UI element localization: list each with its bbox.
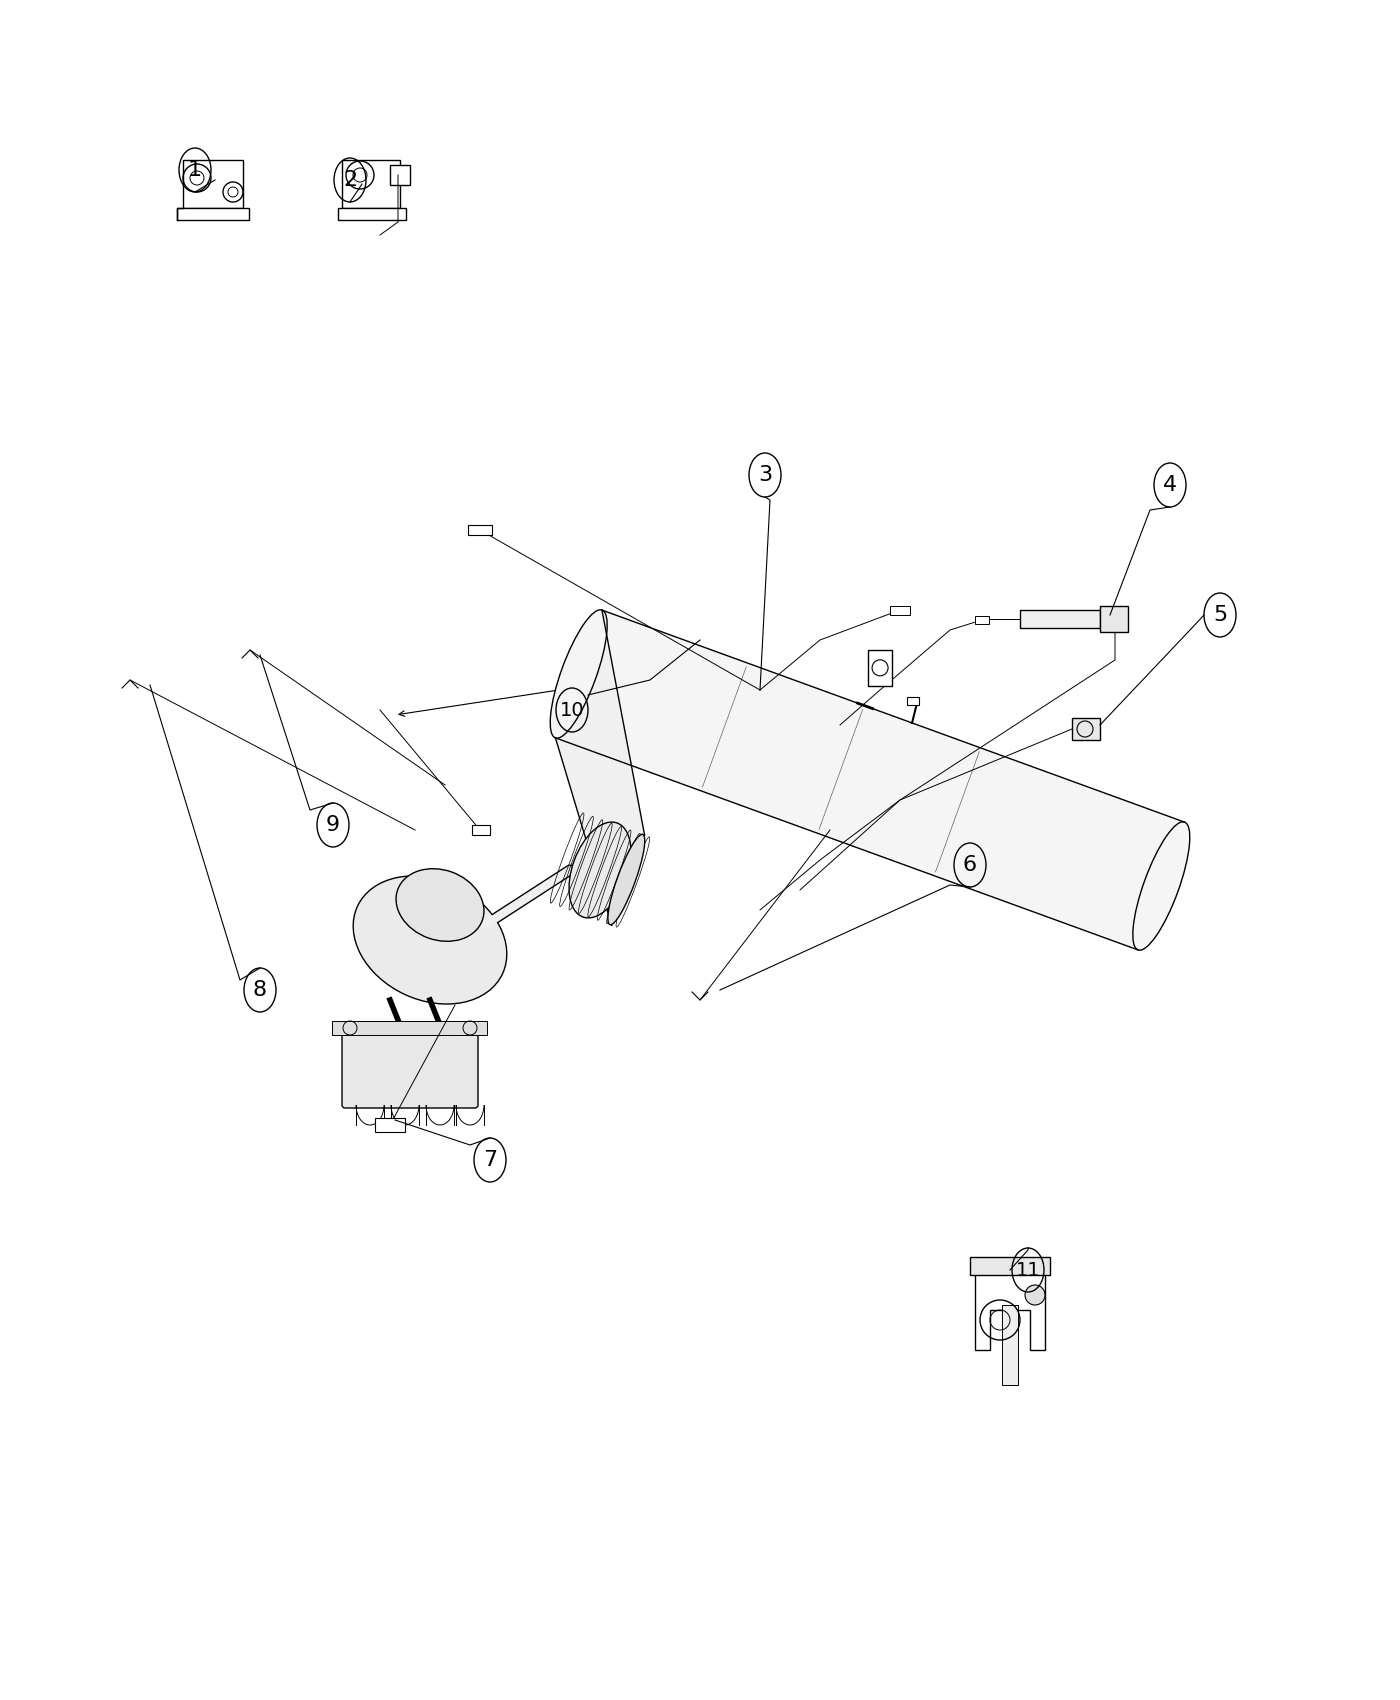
Bar <box>970 1256 1050 1275</box>
Bar <box>342 160 400 207</box>
Bar <box>890 605 910 615</box>
Polygon shape <box>556 610 1184 950</box>
Bar <box>472 824 490 835</box>
Bar <box>176 207 249 219</box>
Ellipse shape <box>608 835 645 925</box>
Bar <box>1100 605 1128 632</box>
Text: 11: 11 <box>1015 1260 1040 1280</box>
FancyBboxPatch shape <box>342 1022 477 1108</box>
Text: 10: 10 <box>560 700 584 719</box>
Bar <box>332 1022 487 1035</box>
Text: 3: 3 <box>757 466 771 484</box>
Text: 1: 1 <box>188 160 202 180</box>
Bar <box>1072 717 1100 740</box>
Ellipse shape <box>568 823 631 918</box>
Ellipse shape <box>1133 821 1190 950</box>
Text: 6: 6 <box>963 855 977 876</box>
Bar <box>974 615 988 624</box>
Bar <box>907 697 918 706</box>
Bar <box>337 207 406 219</box>
Text: 5: 5 <box>1212 605 1228 626</box>
Bar <box>868 649 892 685</box>
Ellipse shape <box>396 869 484 942</box>
Bar <box>183 160 244 207</box>
Text: 4: 4 <box>1163 474 1177 495</box>
Circle shape <box>1025 1285 1044 1306</box>
Text: 2: 2 <box>343 170 357 190</box>
Bar <box>1002 1306 1018 1386</box>
Bar <box>468 525 491 536</box>
Polygon shape <box>556 610 644 925</box>
Bar <box>1021 610 1100 627</box>
Ellipse shape <box>550 610 608 738</box>
Text: 9: 9 <box>326 814 340 835</box>
Text: 8: 8 <box>253 979 267 1000</box>
Bar <box>391 165 410 185</box>
Ellipse shape <box>353 876 507 1005</box>
Bar <box>375 1119 405 1132</box>
Text: 7: 7 <box>483 1149 497 1170</box>
